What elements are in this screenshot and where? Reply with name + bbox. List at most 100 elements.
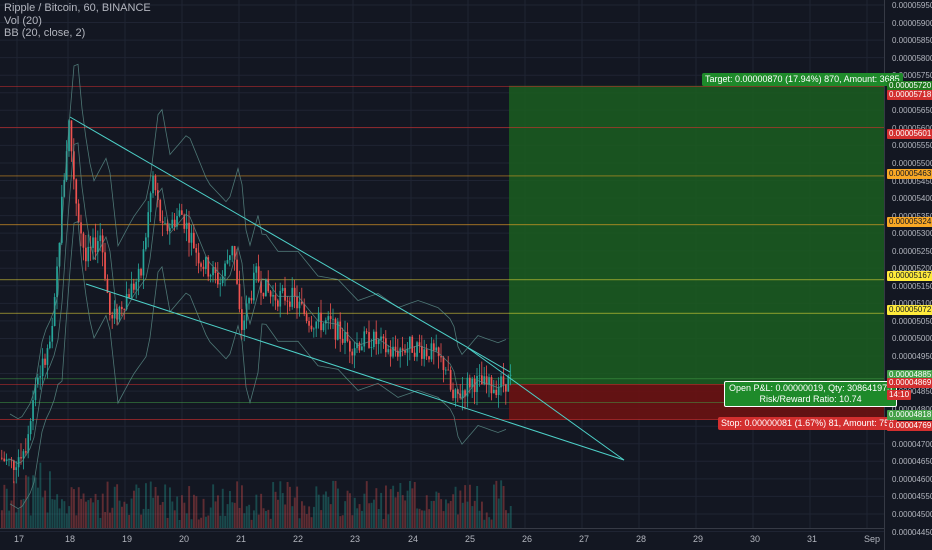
target-label[interactable]: Target: 0.00000870 (17.94%) 870, Amount:… <box>702 73 903 86</box>
volume-bar <box>385 485 387 528</box>
candle-body <box>195 248 198 253</box>
price-axis-label: 0.00005400 <box>892 194 932 204</box>
volume-bar <box>209 507 212 528</box>
volume-bar <box>176 496 179 528</box>
volume-bar <box>34 477 37 528</box>
candle-body <box>303 303 306 315</box>
candle-body <box>471 378 474 388</box>
price-axis-label: 0.00004850 <box>892 387 932 397</box>
volume-bar <box>104 511 107 528</box>
volume-bar <box>29 515 32 528</box>
candle-body <box>497 387 500 396</box>
volume-bar <box>349 493 351 528</box>
volume-bar <box>133 490 135 528</box>
candle-body <box>92 237 94 248</box>
price-axis-label: 0.00005100 <box>892 299 932 309</box>
candle-body <box>433 343 435 351</box>
candle-body <box>75 179 78 204</box>
volume-bar <box>154 486 157 528</box>
candle-body <box>442 357 445 371</box>
candle-body <box>193 232 195 249</box>
volume-bar <box>368 503 371 528</box>
volume-bar <box>200 517 203 528</box>
volume-bar <box>320 510 323 528</box>
candle-body <box>382 336 385 339</box>
volume-bar <box>286 482 289 528</box>
price-axis-label: 0.00005750 <box>892 71 932 81</box>
volume-bar <box>406 490 409 528</box>
candle-body <box>25 451 27 453</box>
volume-bar <box>310 517 313 528</box>
bollinger-indicator-label[interactable]: BB (20, close, 2) <box>4 27 86 39</box>
volume-bar <box>401 495 404 528</box>
volume-bar <box>344 501 347 528</box>
volume-bar <box>1 510 3 528</box>
candle-body <box>445 369 447 371</box>
volume-bar <box>421 510 423 528</box>
volume-bar <box>485 512 488 528</box>
volume-bar <box>488 517 491 528</box>
volume-bar <box>457 514 459 528</box>
candle-body <box>377 339 380 345</box>
candle-body <box>123 309 126 310</box>
volume-bar <box>284 504 287 528</box>
time-axis-label: 23 <box>350 534 361 544</box>
volume-bar <box>183 502 186 528</box>
volume-bar <box>416 508 419 528</box>
candle-body <box>221 276 224 284</box>
candle-body <box>32 400 34 422</box>
candle-body <box>169 228 171 232</box>
time-axis-label: 29 <box>693 534 704 544</box>
volume-bar <box>303 505 306 528</box>
volume-bar <box>207 515 210 528</box>
candle-body <box>265 278 267 297</box>
time-axis-label: 26 <box>522 534 533 544</box>
volume-bar <box>353 497 356 528</box>
candle-body <box>29 421 32 435</box>
volume-bar <box>164 484 167 528</box>
open-pl-label[interactable]: Open P&L: 0.00000019, Qty: 308641975 Ris… <box>724 381 898 407</box>
volume-bar <box>315 486 318 528</box>
candle-body <box>140 268 142 276</box>
volume-bar <box>365 481 368 528</box>
volume-bar <box>495 480 498 528</box>
symbol-title[interactable]: Ripple / Bitcoin, 60, BINANCE <box>4 2 151 14</box>
candle-body <box>305 314 308 321</box>
candle-body <box>358 342 361 351</box>
candle-body <box>56 266 58 298</box>
candle-body <box>159 199 162 221</box>
candle-body <box>1 457 3 459</box>
candle-body <box>505 384 507 392</box>
volume-bar <box>471 506 474 528</box>
candle-body <box>387 349 390 353</box>
volume-bar <box>464 485 467 528</box>
candle-body <box>296 296 298 309</box>
stop-label[interactable]: Stop: 0.00000081 (1.67%) 81, Amount: 750 <box>718 417 898 430</box>
candle-body <box>73 151 75 180</box>
candle-body <box>394 346 397 351</box>
price-axis-label: 0.00005250 <box>892 246 932 256</box>
volume-bar <box>44 490 47 528</box>
candle-body <box>389 349 392 357</box>
volume-bar <box>231 502 234 528</box>
volume-bar <box>61 499 63 528</box>
bb-upper <box>9 63 507 420</box>
price-axis-label: 0.00004500 <box>892 509 932 519</box>
bb-basis <box>9 142 507 465</box>
volume-bar <box>260 493 263 528</box>
candle-body <box>425 349 428 357</box>
volume-bar <box>428 509 431 528</box>
price-axis-label: 0.00005350 <box>890 212 932 222</box>
candle-body <box>461 390 464 399</box>
volume-bar <box>205 516 207 528</box>
volume-indicator-label[interactable]: Vol (20) <box>4 14 42 27</box>
candle-body <box>262 292 265 297</box>
volume-bar <box>226 504 229 528</box>
volume-bar <box>377 508 380 528</box>
price-axis-label: 0.00004700 <box>892 439 932 449</box>
volume-bar <box>181 495 183 528</box>
volume-bar <box>37 487 39 528</box>
volume-bar <box>171 501 174 528</box>
volume-bar <box>233 502 236 528</box>
volume-bar <box>53 499 56 528</box>
